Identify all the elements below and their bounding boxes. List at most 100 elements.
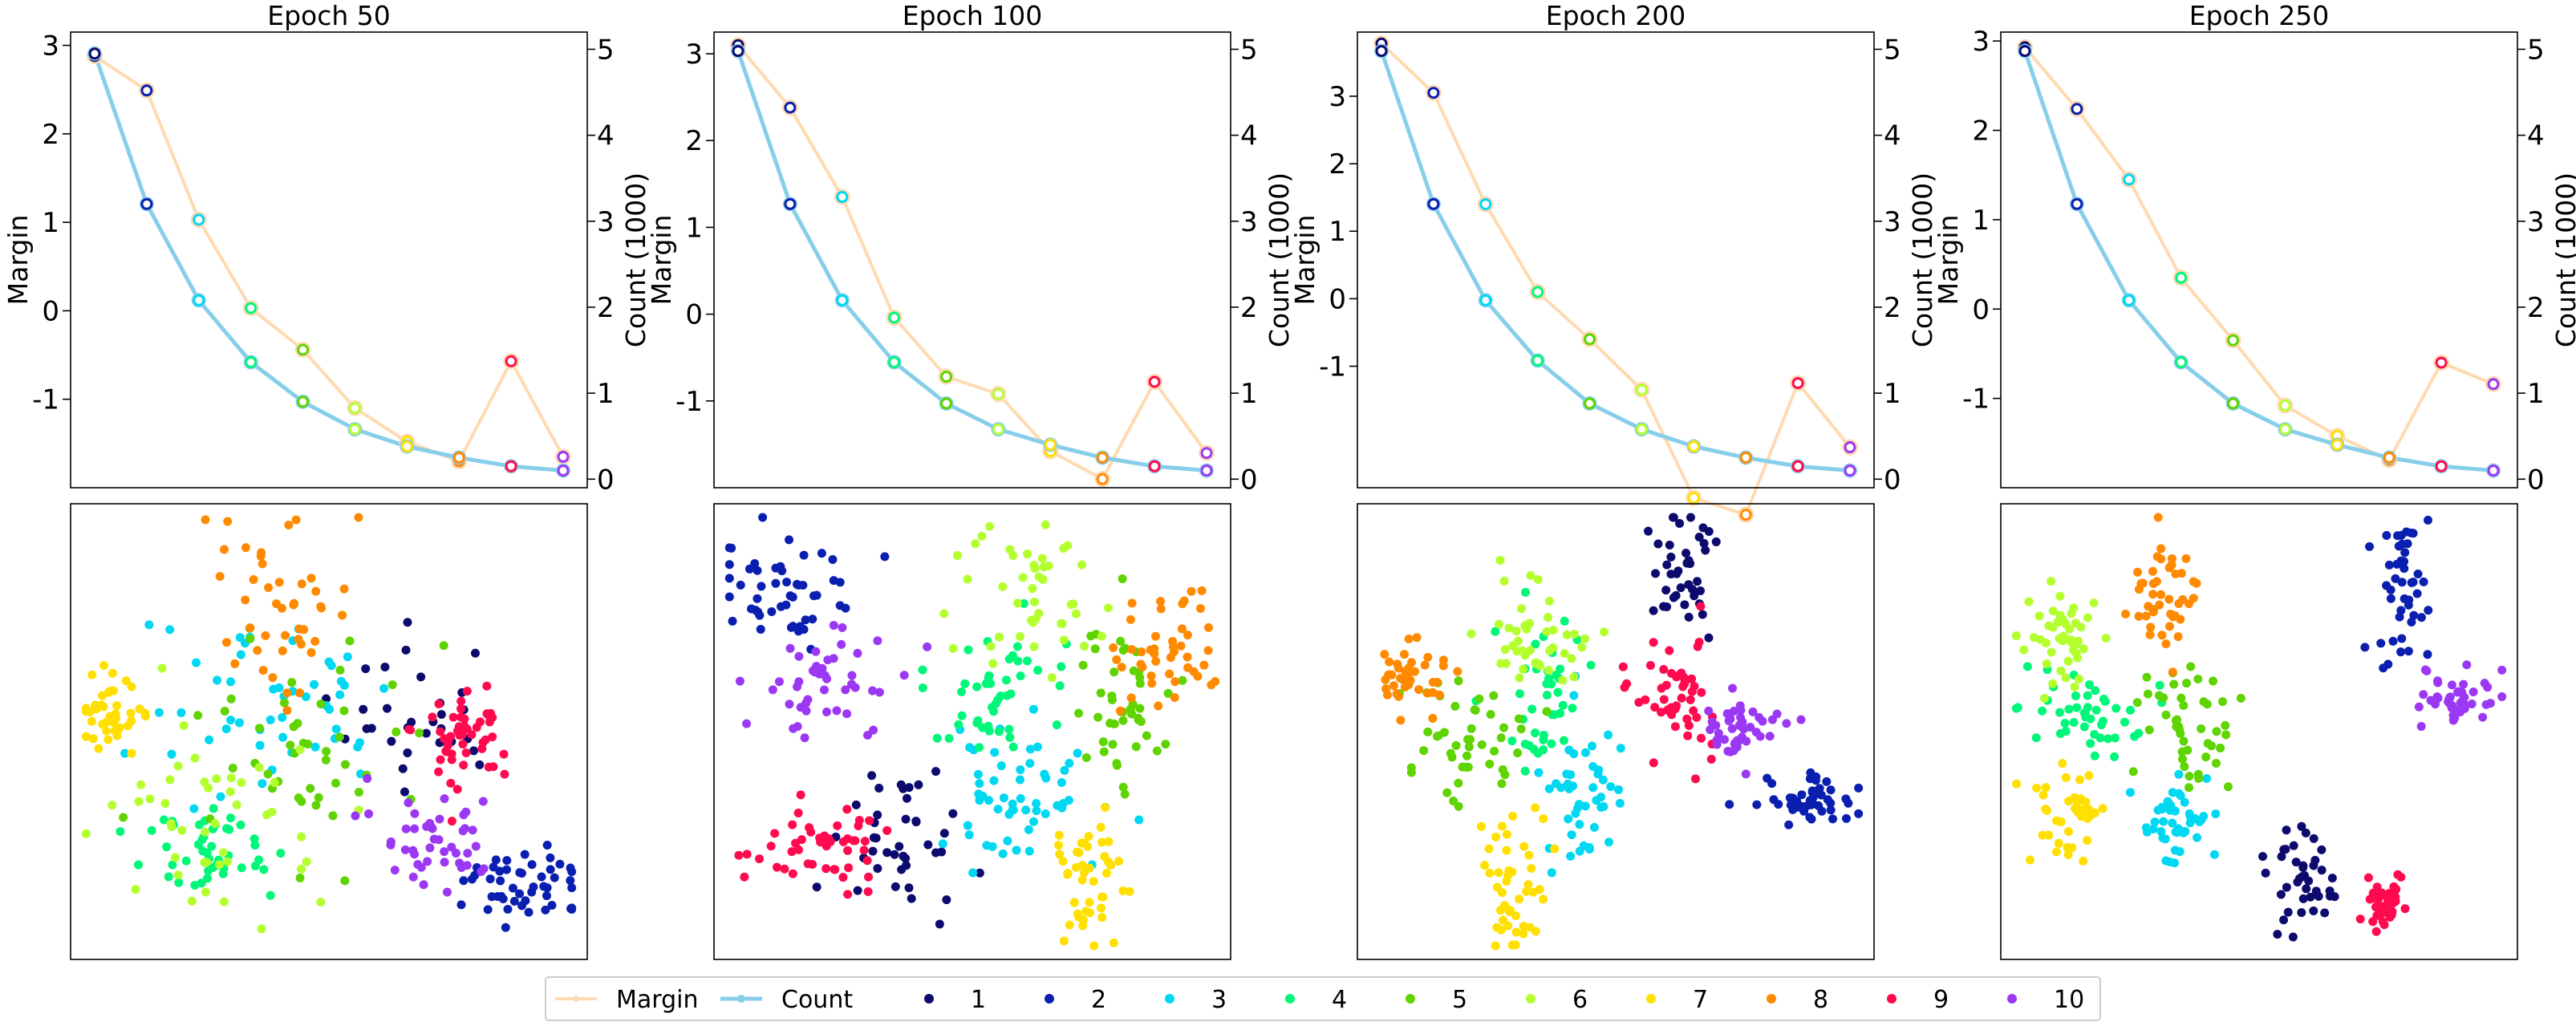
scatter-point-class-7: [1496, 906, 1506, 915]
scatter-point-class-3: [2168, 788, 2177, 797]
scatter-point-class-7: [1100, 803, 1110, 813]
scatter-point-class-6: [145, 794, 155, 804]
scatter-point-class-8: [257, 548, 266, 558]
scatter-point-class-2: [2409, 610, 2419, 620]
scatter-point-class-8: [2148, 578, 2158, 588]
scatter-point-class-1: [923, 840, 933, 850]
scatter-point-class-3: [310, 742, 320, 752]
margin-point-outer: [1094, 471, 1111, 488]
margin-point-outer: [503, 353, 520, 370]
y2-axis-label: Count (1000): [1264, 172, 1295, 347]
scatter-point-class-2: [485, 874, 495, 884]
scatter-point-class-9: [1657, 683, 1666, 693]
scatter-point-class-9: [833, 821, 842, 830]
scatter-point-class-8: [1380, 650, 1389, 659]
scatter-point-class-2: [2412, 589, 2422, 598]
scatter-point-class-2: [724, 560, 734, 570]
scatter-panel-epoch-2: [713, 503, 1231, 960]
scatter-point-class-6: [1533, 574, 1543, 584]
scatter-point-class-1: [914, 780, 923, 789]
scatter-point-class-8: [310, 637, 320, 647]
legend: Margin Count 1 2 3 4 5 6 7 8 9 10: [545, 976, 2101, 1021]
scatter-point-class-2: [2397, 634, 2407, 643]
scatter-point-class-2: [527, 887, 537, 897]
legend-class-marker: [1646, 994, 1656, 1004]
scatter-point-class-4: [2090, 730, 2099, 740]
scatter-point-class-7: [2041, 783, 2051, 793]
scatter-point-class-4: [1556, 664, 1565, 674]
scatter-point-class-6: [2061, 673, 2071, 683]
scatter-point-class-7: [1502, 829, 1511, 839]
scatter-point-class-9: [488, 732, 497, 742]
scatter-point-class-5: [1406, 768, 1416, 777]
scatter-point-class-4: [1529, 744, 1539, 754]
count-point: [245, 356, 258, 369]
scatter-point-class-3: [1575, 820, 1584, 829]
scatter-point-class-8: [1199, 660, 1209, 670]
y-tick-label: -1: [1962, 383, 1990, 416]
y-axis-label: Margin: [1289, 215, 1320, 306]
scatter-point-class-1: [1681, 548, 1691, 558]
scatter-point-class-7: [1502, 846, 1511, 855]
margin-point: [1200, 447, 1213, 460]
scatter-point-class-10: [819, 685, 829, 695]
scatter-point-class-5: [1090, 644, 1100, 654]
margin-point-outer: [1738, 506, 1755, 523]
scatter-point-class-6: [225, 787, 235, 797]
scatter-point-class-3: [1588, 783, 1598, 793]
scatter-point-class-7: [1524, 850, 1534, 860]
scatter-point-class-10: [386, 840, 396, 850]
margin-point: [1427, 87, 1440, 99]
scatter-point-class-7: [1080, 838, 1089, 848]
scatter-point-class-4: [1023, 656, 1032, 666]
scatter-point-class-10: [800, 733, 809, 743]
scatter-point-class-5: [1499, 723, 1509, 732]
scatter-point-class-7: [1063, 870, 1073, 879]
scatter-point-class-6: [1545, 646, 1555, 655]
legend-class-label: 10: [2054, 986, 2084, 1014]
scatter-point-class-9: [1641, 695, 1650, 704]
scatter-point-class-3: [1589, 822, 1599, 832]
scatter-point-class-2: [1797, 790, 1807, 800]
scatter-point-class-5: [1134, 715, 1143, 724]
scatter-point-class-10: [837, 639, 846, 649]
margin-point-outer: [834, 189, 850, 205]
margin-point: [2435, 356, 2448, 369]
scatter-point-class-1: [1676, 583, 1686, 593]
scatter-point-class-7: [1080, 868, 1089, 878]
scatter-point-class-1: [871, 833, 881, 843]
scatter-point-class-5: [311, 801, 321, 810]
scatter-point-class-5: [1152, 746, 1162, 756]
scatter-point-class-10: [442, 887, 452, 897]
scatter-point-class-6: [2019, 645, 2029, 655]
scatter-point-class-5: [1074, 708, 1084, 718]
scatter-point-class-8: [2168, 667, 2177, 677]
scatter-point-class-10: [2448, 711, 2458, 720]
margin-point: [1791, 377, 1804, 390]
scatter-point-class-1: [2309, 833, 2318, 843]
y2-tick-label: 0: [597, 464, 615, 496]
scatter-point-class-7: [108, 668, 117, 678]
scatter-point-class-8: [2157, 631, 2167, 640]
scatter-point-class-1: [882, 848, 892, 858]
y-axis-label: Margin: [1933, 215, 1964, 306]
scatter-point-class-5: [1116, 636, 1126, 646]
scatter-point-class-3: [2159, 817, 2168, 826]
scatter-point-class-10: [2433, 676, 2443, 686]
scatter-point-class-7: [104, 687, 114, 697]
scatter-point-class-6: [1044, 561, 1053, 570]
scatter-point-class-3: [1041, 809, 1050, 818]
scatter-point-class-7: [2012, 779, 2022, 789]
scatter-point-class-8: [1127, 598, 1137, 608]
scatter-point-class-6: [134, 797, 144, 806]
scatter-point-class-3: [999, 793, 1008, 803]
scatter-point-class-8: [201, 515, 210, 525]
scatter-point-class-6: [201, 827, 210, 837]
scatter-point-class-7: [127, 716, 136, 726]
scatter-point-class-1: [868, 846, 878, 856]
y-tick-label: 1: [42, 207, 59, 239]
scatter-point-class-2: [547, 900, 557, 910]
scatter-point-class-7: [2098, 804, 2107, 813]
scatter-point-class-2: [515, 889, 525, 898]
scatter-point-class-5: [1462, 751, 1472, 760]
